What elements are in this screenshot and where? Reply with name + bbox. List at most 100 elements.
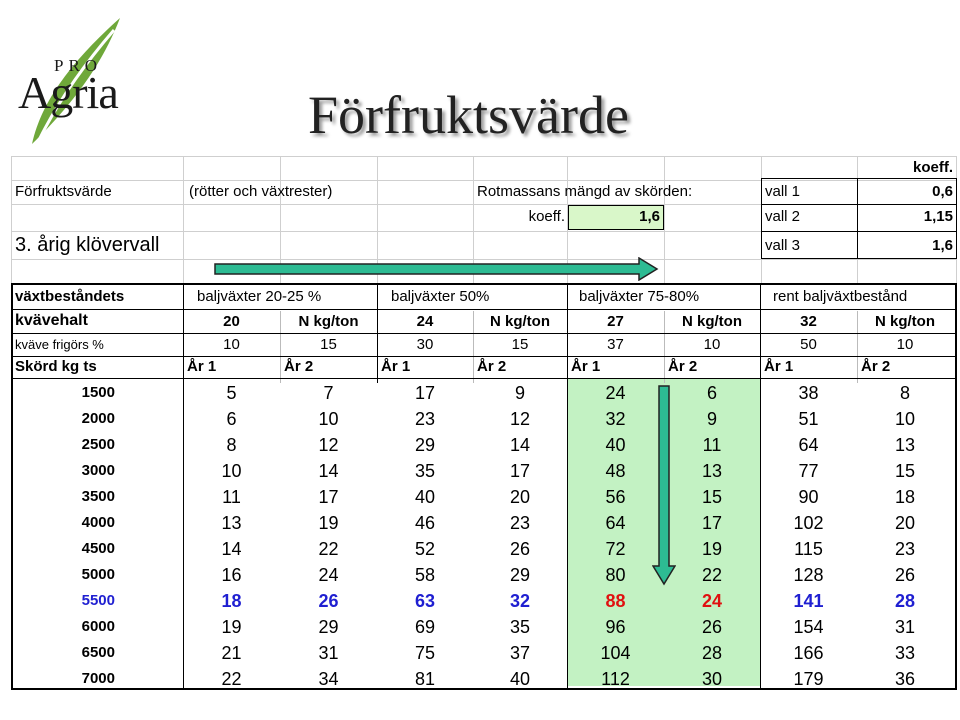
kvavehalt-value: 32 <box>800 313 817 330</box>
table-cell: 40 <box>414 487 436 507</box>
table-cell: 58 <box>414 565 436 585</box>
frigors-value: 37 <box>607 336 624 353</box>
frigors-value: 10 <box>896 336 914 353</box>
klovervall-label: 3. årig klövervall <box>15 234 160 256</box>
kvavehalt-unit: N kg/ton <box>875 313 935 330</box>
year-header: År 1 <box>187 358 217 375</box>
frigors-value: 10 <box>223 336 240 353</box>
table-cell: 24 <box>318 565 339 585</box>
frigors-value: 50 <box>800 336 817 353</box>
table-cell: 22 <box>221 669 242 689</box>
table-cell: 90 <box>798 487 819 507</box>
table-cell: 6 <box>706 383 717 403</box>
skord-value: 6000 <box>81 618 115 635</box>
table-cell: 16 <box>221 565 242 585</box>
table-cell: 141 <box>793 591 824 611</box>
kvavehalt-unit: N kg/ton <box>682 313 742 330</box>
year-header: År 2 <box>284 358 314 375</box>
frigors-value: 15 <box>320 336 337 353</box>
table-cell: 36 <box>894 669 916 689</box>
forfrukt-sub: (rötter och växtrester) <box>189 183 333 200</box>
table-cell: 13 <box>894 435 916 455</box>
table-cell: 40 <box>605 435 626 455</box>
vall-3-label: vall 3 <box>765 237 801 254</box>
vall-2-value: 1,15 <box>923 208 953 225</box>
year-header: År 1 <box>571 358 601 375</box>
year-header: År 1 <box>381 358 411 375</box>
table-cell: 8 <box>226 435 237 455</box>
leaf-logo-icon <box>32 18 120 144</box>
table-cell: 10 <box>221 461 242 481</box>
table-cell: 31 <box>318 643 339 663</box>
table-cell: 24 <box>605 383 626 403</box>
table-cell: 35 <box>414 461 436 481</box>
table-cell: 14 <box>318 461 339 481</box>
page-title: Förfruktsvärde <box>308 85 629 145</box>
table-cell: 21 <box>221 643 242 663</box>
group-50: baljväxter 50% <box>391 288 490 305</box>
table-cell: 12 <box>509 409 531 429</box>
skord-value: 4000 <box>81 514 115 531</box>
table-cell: 81 <box>414 669 436 689</box>
table-cell: 8 <box>899 383 910 403</box>
logo-pro-text: PRO <box>54 56 103 75</box>
koeff-header: koeff. <box>912 159 953 176</box>
forfrukt-label: Förfruktsvärde <box>15 183 112 200</box>
kvavehalt-value: 20 <box>223 313 240 330</box>
group-20-25: baljväxter 20-25 % <box>197 288 322 305</box>
table-cell: 13 <box>701 461 723 481</box>
table-cell: 115 <box>794 539 823 559</box>
main-table <box>11 283 957 690</box>
table-cell: 20 <box>509 487 531 507</box>
table-cell: 104 <box>600 643 631 663</box>
table-cell: 15 <box>894 461 916 481</box>
table-cell: 13 <box>221 513 242 533</box>
koeff-block-border <box>761 178 957 259</box>
table-cell: 17 <box>509 461 531 481</box>
table-cell: 75 <box>414 643 436 663</box>
table-cell: 28 <box>701 643 723 663</box>
koeff-value-cell[interactable] <box>568 205 664 230</box>
table-cell: 17 <box>414 383 436 403</box>
table-cell: 26 <box>701 617 723 637</box>
frigors-value: 15 <box>511 336 529 353</box>
table-cell: 64 <box>798 435 819 455</box>
table-cell: 7 <box>323 383 334 403</box>
year-header: År 2 <box>668 358 698 375</box>
table-cell: 72 <box>605 539 626 559</box>
skord-value: 7000 <box>81 670 115 687</box>
table-cell: 64 <box>605 513 626 533</box>
year-header: År 2 <box>861 358 891 375</box>
highlight-column-year1 <box>568 378 664 686</box>
table-cell: 37 <box>509 643 531 663</box>
vall-3-value: 1,6 <box>932 237 953 254</box>
table-cell: 12 <box>318 435 339 455</box>
kvavehalt-value: 27 <box>607 313 624 330</box>
skord-value: 5000 <box>81 566 115 583</box>
table-cell: 102 <box>793 513 824 533</box>
table-cell: 32 <box>509 591 531 611</box>
table-cell: 80 <box>605 565 626 585</box>
table-cell: 52 <box>414 539 436 559</box>
row-label-kvavehalt: kvävehalt <box>15 312 88 329</box>
table-cell: 11 <box>702 435 722 455</box>
table-cell: 9 <box>706 409 717 429</box>
table-cell: 11 <box>222 487 241 507</box>
row-label-vaxtbestand: växtbeståndets <box>15 288 125 305</box>
table-cell: 23 <box>894 539 916 559</box>
table-cell: 6 <box>226 409 237 429</box>
table-cell: 5 <box>226 383 237 403</box>
table-cell: 34 <box>318 669 339 689</box>
table-cell: 69 <box>414 617 436 637</box>
vall-1-label: vall 1 <box>765 183 801 200</box>
table-cell: 23 <box>414 409 436 429</box>
row-label-frigors: kväve frigörs % <box>15 337 104 352</box>
table-cell: 14 <box>221 539 242 559</box>
table-cell: 40 <box>509 669 531 689</box>
table-cell: 56 <box>605 487 626 507</box>
table-cell: 32 <box>605 409 626 429</box>
table-cell: 22 <box>318 539 339 559</box>
rotmassa-label: Rotmassans mängd av skörden: <box>477 183 693 200</box>
table-cell: 31 <box>894 617 916 637</box>
spreadsheet: koeff. Förfruktsvärde (rötter och växtre… <box>11 156 957 690</box>
